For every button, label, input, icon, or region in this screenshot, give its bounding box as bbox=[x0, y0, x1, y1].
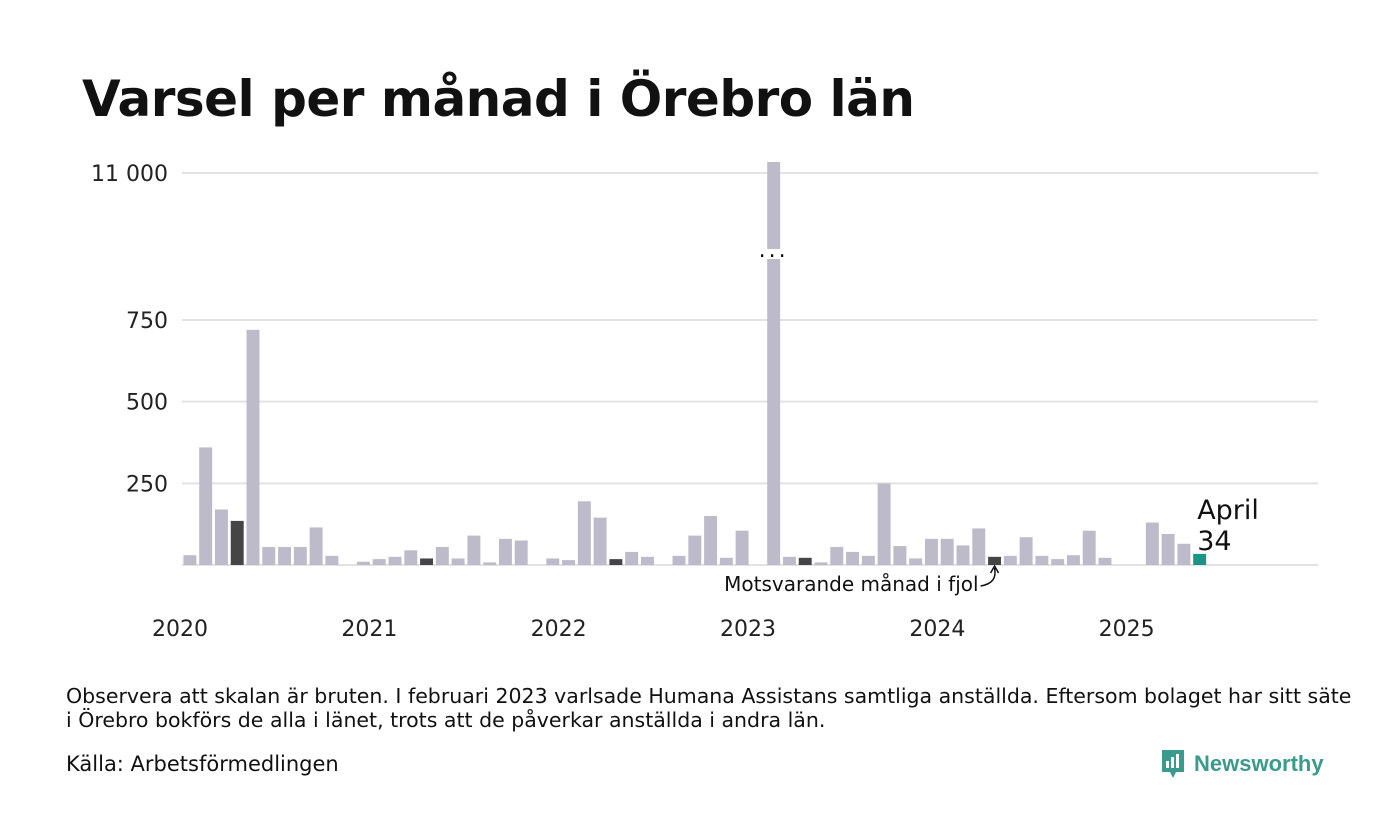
bar bbox=[988, 556, 1002, 565]
bar bbox=[1019, 537, 1033, 565]
bar bbox=[924, 538, 938, 565]
bar bbox=[183, 555, 197, 565]
bar bbox=[293, 547, 307, 565]
gridlines bbox=[182, 172, 1318, 566]
bar bbox=[846, 551, 860, 565]
bar bbox=[1161, 533, 1175, 565]
bar bbox=[767, 162, 781, 565]
bar bbox=[562, 560, 576, 565]
bar bbox=[1145, 522, 1159, 565]
x-tick-label: 2024 bbox=[909, 617, 965, 642]
bar bbox=[372, 559, 386, 565]
bar bbox=[719, 557, 733, 565]
x-tick-label: 2023 bbox=[720, 617, 776, 642]
bar bbox=[1003, 555, 1017, 565]
bar bbox=[609, 559, 623, 565]
bar bbox=[625, 551, 639, 565]
bar bbox=[1193, 553, 1207, 565]
bar bbox=[688, 535, 702, 565]
bar bbox=[782, 556, 796, 565]
bar bbox=[1051, 559, 1065, 565]
same-month-note: Motsvarande månad i fjol bbox=[724, 572, 978, 596]
bar bbox=[1098, 557, 1112, 565]
source-text: Källa: Arbetsförmedlingen bbox=[66, 752, 339, 776]
bar bbox=[356, 561, 370, 565]
x-tick-label: 2025 bbox=[1099, 617, 1155, 642]
bar bbox=[877, 483, 891, 565]
bar bbox=[451, 558, 465, 565]
y-tick-label: 11 000 bbox=[91, 162, 168, 187]
y-tick-label: 500 bbox=[126, 391, 168, 416]
bar bbox=[278, 547, 292, 565]
bar bbox=[514, 540, 528, 565]
bar bbox=[672, 555, 686, 565]
bar bbox=[435, 547, 449, 565]
bar bbox=[704, 516, 718, 565]
break-gap bbox=[755, 249, 793, 259]
chart-note: Observera att skalan är bruten. I februa… bbox=[66, 684, 1352, 732]
bar bbox=[893, 546, 907, 565]
bar-chart: 250 500 750 11 000 ... 2020 2021 2022 2023 2024… bbox=[91, 162, 1318, 642]
bar bbox=[1082, 530, 1096, 565]
bar bbox=[814, 562, 828, 565]
bar bbox=[940, 538, 954, 565]
y-tick-label: 250 bbox=[126, 472, 168, 497]
bar bbox=[577, 501, 591, 565]
break-dots: ... bbox=[759, 238, 789, 263]
axis-break-marker: ... bbox=[755, 238, 793, 263]
brand-name: Newsworthy bbox=[1194, 751, 1324, 776]
bar bbox=[1066, 555, 1080, 565]
chart-title: Varsel per månad i Örebro län bbox=[82, 70, 915, 128]
bar bbox=[420, 558, 434, 565]
bar bbox=[246, 329, 260, 565]
bar bbox=[909, 558, 923, 565]
newsworthy-logo-icon bbox=[1162, 750, 1184, 778]
bar bbox=[972, 528, 986, 565]
bar bbox=[262, 547, 276, 565]
annotation-arrowhead bbox=[989, 564, 1000, 574]
bar bbox=[483, 562, 497, 565]
bar bbox=[798, 557, 812, 565]
x-tick-label: 2020 bbox=[152, 617, 208, 642]
bar bbox=[861, 555, 875, 565]
bar bbox=[388, 556, 402, 565]
bar bbox=[230, 520, 244, 565]
y-tick-label: 750 bbox=[126, 309, 168, 334]
bar bbox=[325, 555, 339, 565]
bar bbox=[830, 547, 844, 565]
bar bbox=[309, 527, 323, 565]
bars bbox=[183, 162, 1207, 565]
x-tick-label: 2022 bbox=[531, 617, 587, 642]
x-axis-labels: 2020 2021 2022 2023 2024 2025 bbox=[152, 617, 1155, 642]
bar bbox=[735, 530, 749, 565]
annotation-arrow bbox=[980, 567, 996, 587]
bar bbox=[593, 517, 607, 565]
x-tick-label: 2021 bbox=[341, 617, 397, 642]
current-month-label: April bbox=[1197, 495, 1259, 526]
bar bbox=[199, 447, 213, 565]
bar bbox=[467, 535, 481, 565]
y-axis-labels: 250 500 750 11 000 bbox=[91, 162, 168, 497]
bar bbox=[546, 558, 560, 565]
bar bbox=[640, 556, 654, 565]
newsworthy-logo: Newsworthy bbox=[1160, 748, 1324, 780]
bar bbox=[1035, 555, 1049, 565]
current-value-label: 34 bbox=[1197, 526, 1231, 557]
bar bbox=[404, 550, 418, 565]
bar bbox=[214, 509, 228, 565]
bar bbox=[956, 545, 970, 565]
bar bbox=[498, 538, 512, 565]
bar bbox=[1177, 543, 1191, 565]
